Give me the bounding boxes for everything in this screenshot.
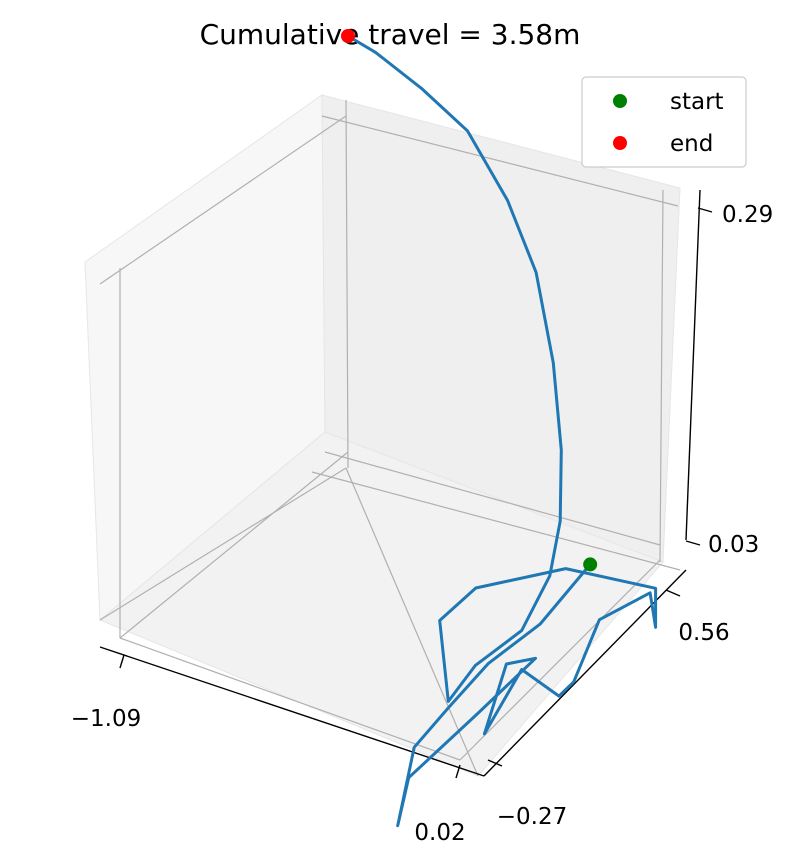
grid-line (345, 99, 349, 469)
legend-start-label: start (670, 89, 724, 115)
end-marker (341, 29, 355, 43)
y-tick-label: 0.56 (678, 620, 729, 646)
legend-end-marker (613, 136, 627, 150)
z-tick-label: 0.29 (722, 202, 773, 228)
grid-line (345, 467, 479, 777)
y-tick-mark (665, 589, 681, 597)
y-tick-label: −0.27 (497, 804, 567, 830)
y-tick-mark (487, 759, 503, 767)
legend: start end (581, 76, 747, 168)
grid-line (324, 451, 661, 546)
x-tick-label: 0.02 (414, 820, 465, 846)
x-tick-label: −1.09 (71, 706, 141, 732)
grid-line (459, 559, 661, 761)
grid-line (99, 115, 347, 285)
legend-start-marker (613, 94, 627, 108)
grid-line (311, 471, 681, 571)
tick-labels: −1.09 0.02 −0.27 0.56 0.03 0.29 (71, 202, 773, 846)
x-tick-mark (455, 764, 461, 779)
grid-lines (99, 99, 681, 777)
grid-line (119, 637, 461, 761)
start-marker (583, 557, 598, 572)
pane-floor (99, 431, 664, 777)
pane-group (84, 94, 681, 777)
x-axis-line (99, 646, 485, 777)
chart-title: Cumulative travel = 3.58m (200, 18, 581, 51)
grid-line (119, 451, 349, 639)
z-axis-line (685, 189, 701, 541)
grid-line (321, 115, 679, 207)
x-tick-mark (119, 654, 125, 669)
z-tick-mark (697, 207, 713, 213)
z-tick-label: 0.03 (708, 532, 759, 558)
z-tick-mark (685, 540, 701, 546)
trajectory-line (346, 34, 658, 828)
grid-line (659, 189, 664, 563)
legend-end-label: end (670, 131, 713, 157)
grid-line (99, 467, 347, 621)
